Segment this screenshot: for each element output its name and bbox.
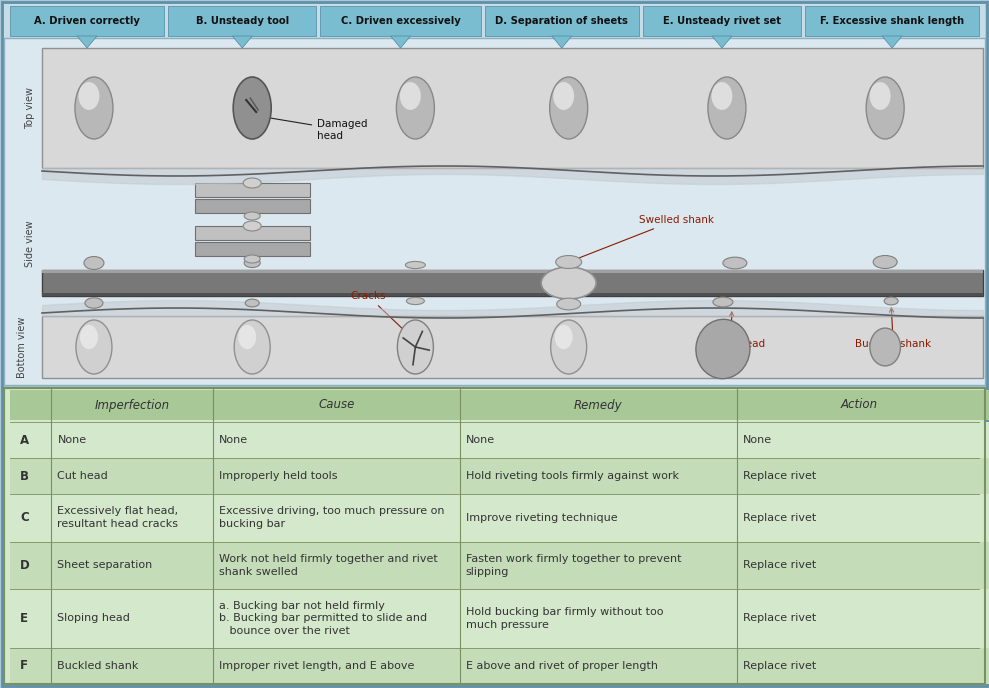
Text: Sloping head: Sloping head: [57, 614, 131, 623]
Ellipse shape: [78, 82, 100, 110]
Text: C: C: [20, 511, 29, 524]
Ellipse shape: [870, 328, 900, 366]
Text: B: B: [20, 470, 29, 482]
Text: Work not held firmly together and rivet
shank swelled: Work not held firmly together and rivet …: [219, 554, 437, 577]
Text: Replace rivet: Replace rivet: [743, 560, 816, 570]
FancyBboxPatch shape: [42, 270, 983, 273]
Text: Hold riveting tools firmly against work: Hold riveting tools firmly against work: [466, 471, 678, 481]
Text: None: None: [466, 435, 495, 445]
Text: Side view: Side view: [25, 221, 35, 268]
FancyBboxPatch shape: [485, 6, 639, 36]
FancyBboxPatch shape: [195, 199, 310, 213]
Text: Excessive driving, too much pressure on
bucking bar: Excessive driving, too much pressure on …: [219, 506, 444, 529]
FancyBboxPatch shape: [4, 4, 985, 38]
FancyBboxPatch shape: [42, 270, 983, 296]
FancyBboxPatch shape: [10, 589, 989, 648]
Ellipse shape: [723, 257, 747, 269]
Text: C. Driven excessively: C. Driven excessively: [340, 16, 461, 26]
Ellipse shape: [869, 82, 891, 110]
Ellipse shape: [243, 178, 261, 188]
Ellipse shape: [711, 82, 733, 110]
Ellipse shape: [557, 298, 581, 310]
Polygon shape: [77, 36, 97, 48]
Ellipse shape: [238, 325, 256, 349]
Polygon shape: [232, 36, 252, 48]
Ellipse shape: [80, 325, 98, 349]
Text: Imperfection: Imperfection: [95, 398, 169, 411]
Ellipse shape: [873, 255, 897, 268]
FancyBboxPatch shape: [4, 388, 985, 684]
Polygon shape: [882, 36, 902, 48]
Text: Fasten work firmly together to prevent
slipping: Fasten work firmly together to prevent s…: [466, 554, 681, 577]
FancyBboxPatch shape: [195, 242, 310, 256]
Text: None: None: [743, 435, 772, 445]
FancyBboxPatch shape: [320, 6, 481, 36]
Text: Buckled shank: Buckled shank: [57, 661, 138, 671]
Ellipse shape: [75, 77, 113, 139]
Text: Excessively flat head,
resultant head cracks: Excessively flat head, resultant head cr…: [57, 506, 179, 529]
Ellipse shape: [406, 297, 424, 305]
Text: E: E: [20, 612, 28, 625]
Text: Cause: Cause: [318, 398, 354, 411]
Text: Hold bucking bar firmly without too
much pressure: Hold bucking bar firmly without too much…: [466, 607, 664, 630]
Ellipse shape: [244, 255, 260, 263]
Text: Improper rivet length, and E above: Improper rivet length, and E above: [219, 661, 414, 671]
Text: Buckled shank: Buckled shank: [855, 308, 932, 349]
Text: Swelled shank: Swelled shank: [573, 215, 714, 261]
Text: E above and rivet of proper length: E above and rivet of proper length: [466, 661, 658, 671]
Ellipse shape: [244, 259, 260, 268]
Text: Replace rivet: Replace rivet: [743, 614, 816, 623]
Ellipse shape: [696, 319, 750, 378]
Text: A: A: [20, 433, 29, 447]
Ellipse shape: [708, 77, 746, 139]
Ellipse shape: [85, 298, 103, 308]
Text: F: F: [20, 660, 28, 672]
Polygon shape: [552, 36, 572, 48]
Ellipse shape: [555, 325, 573, 349]
Text: None: None: [219, 435, 248, 445]
Ellipse shape: [76, 320, 112, 374]
Text: Top view: Top view: [25, 87, 35, 129]
FancyBboxPatch shape: [10, 458, 989, 494]
FancyBboxPatch shape: [42, 293, 983, 296]
Text: D. Separation of sheets: D. Separation of sheets: [495, 16, 628, 26]
Text: Bottom view: Bottom view: [17, 316, 27, 378]
Ellipse shape: [397, 77, 434, 139]
FancyBboxPatch shape: [168, 6, 316, 36]
Ellipse shape: [234, 320, 270, 374]
Ellipse shape: [398, 320, 433, 374]
Text: Replace rivet: Replace rivet: [743, 661, 816, 671]
Text: Improve riveting technique: Improve riveting technique: [466, 513, 617, 523]
Ellipse shape: [550, 77, 587, 139]
Text: D: D: [20, 559, 30, 572]
Polygon shape: [712, 36, 732, 48]
FancyBboxPatch shape: [10, 648, 989, 684]
Text: Damaged
head: Damaged head: [262, 116, 368, 141]
Ellipse shape: [556, 255, 582, 268]
Ellipse shape: [541, 267, 596, 299]
Text: Action: Action: [841, 398, 877, 411]
FancyBboxPatch shape: [42, 316, 983, 378]
Text: Improperly held tools: Improperly held tools: [219, 471, 337, 481]
Text: B. Unsteady tool: B. Unsteady tool: [196, 16, 289, 26]
Ellipse shape: [233, 77, 271, 139]
FancyBboxPatch shape: [4, 38, 985, 385]
Ellipse shape: [405, 261, 425, 268]
FancyBboxPatch shape: [10, 541, 989, 589]
Ellipse shape: [243, 221, 261, 231]
FancyBboxPatch shape: [10, 422, 989, 458]
Text: Cut head: Cut head: [57, 471, 108, 481]
Ellipse shape: [884, 297, 898, 305]
FancyBboxPatch shape: [10, 494, 989, 541]
Ellipse shape: [866, 77, 904, 139]
FancyBboxPatch shape: [195, 183, 310, 197]
FancyBboxPatch shape: [10, 6, 164, 36]
FancyBboxPatch shape: [42, 48, 983, 168]
Text: Cracks: Cracks: [350, 291, 412, 338]
FancyBboxPatch shape: [195, 226, 310, 240]
FancyBboxPatch shape: [10, 390, 989, 420]
Text: Sloping head: Sloping head: [697, 312, 765, 349]
Ellipse shape: [245, 299, 259, 307]
Text: F. Excessive shank length: F. Excessive shank length: [820, 16, 964, 26]
